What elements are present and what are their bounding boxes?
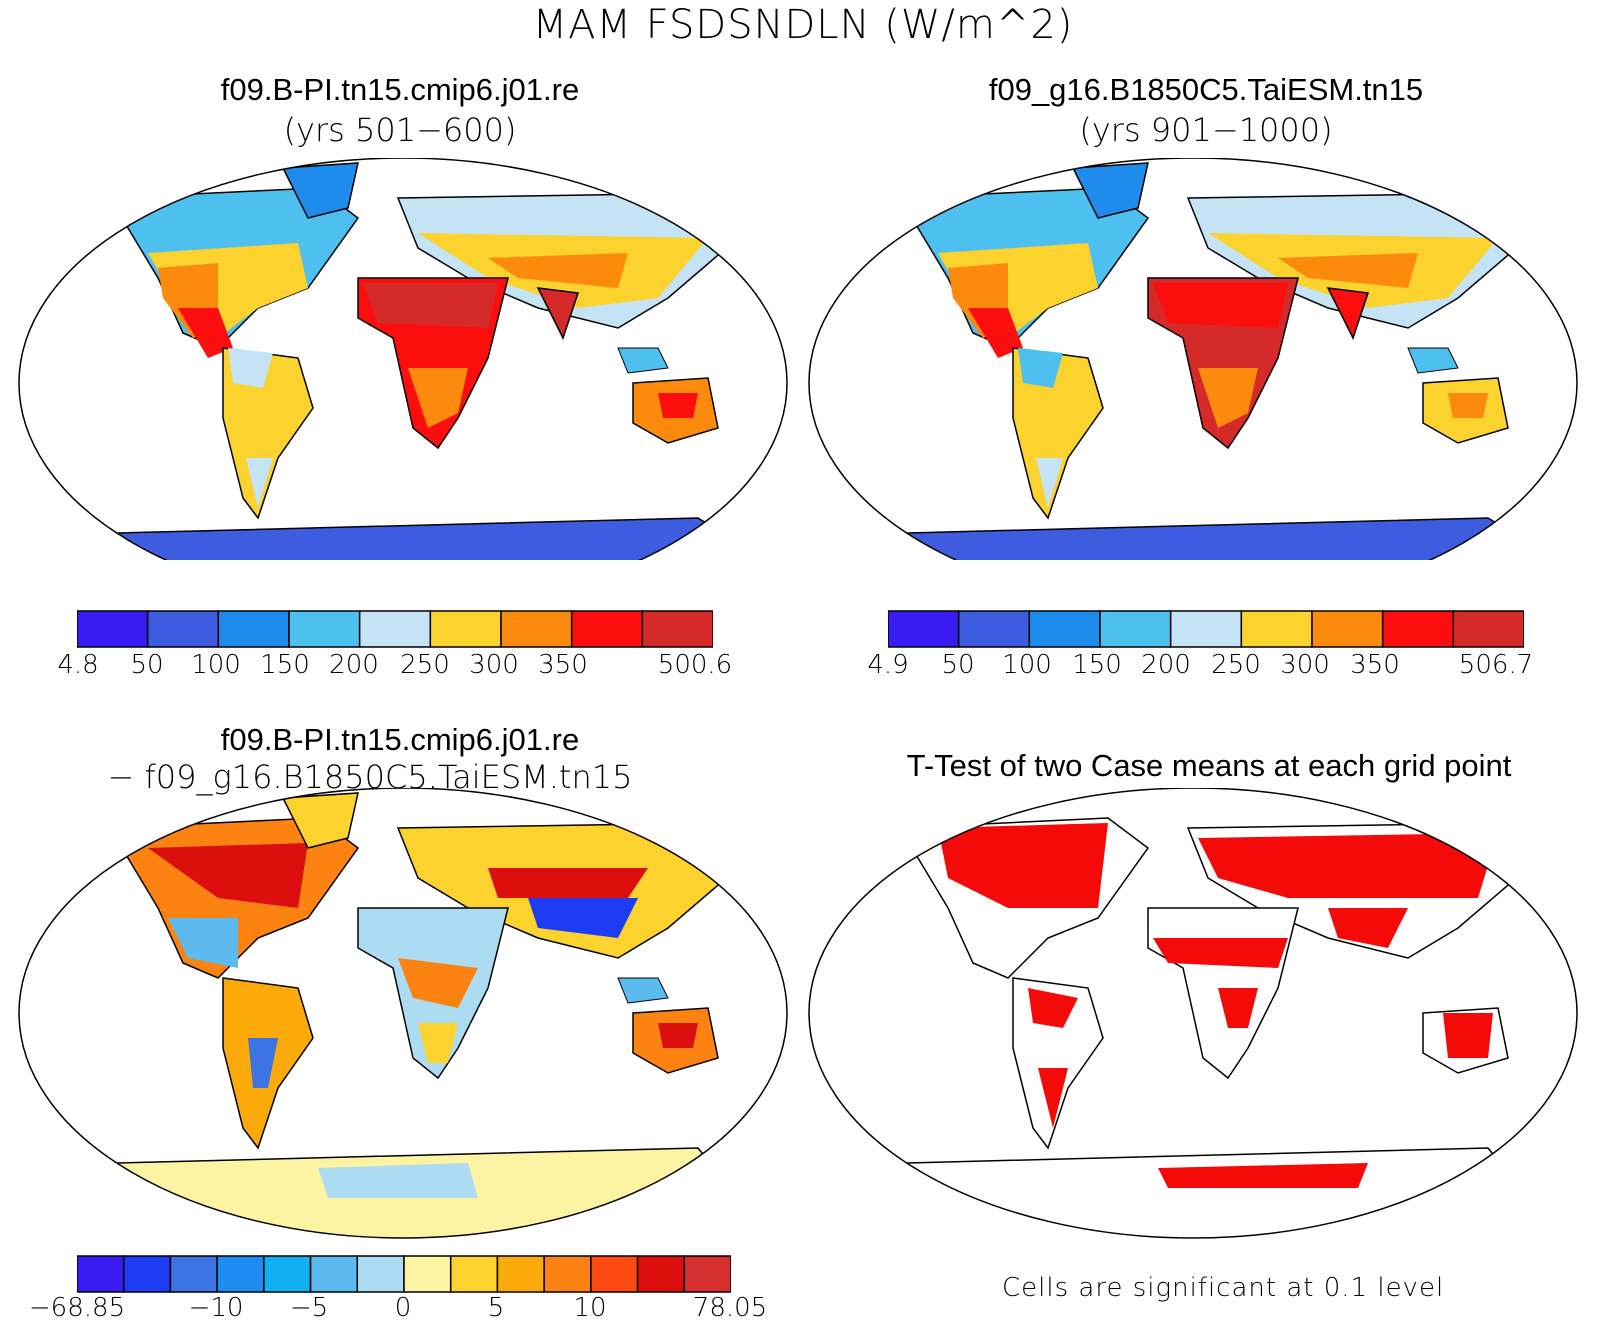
map-bottom-right	[808, 788, 1578, 1239]
colorbar-tick-label: 350	[538, 650, 588, 680]
map-top-left	[18, 158, 788, 560]
colorbar-bottom-left	[76, 1255, 732, 1293]
colorbar-cell	[1381, 610, 1455, 648]
colorbar-tick-label: 4.9	[867, 650, 909, 680]
colorbar-tr-svg	[887, 610, 1525, 648]
colorbar-tick-label: −68.85	[28, 1293, 126, 1323]
colorbar-cell	[1028, 610, 1101, 648]
colorbar-cell	[146, 610, 220, 648]
colorbar-cell	[641, 610, 714, 648]
colorbar-tick-label: 250	[1211, 650, 1261, 680]
colorbar-tick-label: 5	[487, 1293, 505, 1323]
colorbar-tick-label: 500.6	[657, 650, 733, 680]
colorbar-tl-labels: 4.8 50 100 150 200 250 300 350 500.6	[0, 650, 800, 684]
panel-tr-subtitle: (yrs 901−1000)	[1079, 111, 1333, 149]
colorbar-cell	[496, 1255, 545, 1293]
colorbar-cell	[1311, 610, 1384, 648]
colorbar-cell	[358, 610, 432, 648]
colorbar-tick-label: 100	[1002, 650, 1052, 680]
colorbar-cell	[122, 1255, 172, 1293]
colorbar-tick-label: 100	[191, 650, 241, 680]
colorbar-cell	[403, 1255, 452, 1293]
map-bottom-left	[18, 788, 788, 1239]
colorbar-tick-label: 350	[1350, 650, 1400, 680]
panel-tr-title: f09_g16.B1850C5.TaiESM.tn15	[988, 72, 1424, 107]
colorbar-tick-label: 150	[260, 650, 310, 680]
colorbar-cell	[887, 610, 960, 648]
colorbar-cell	[500, 610, 573, 648]
colorbar-tick-label: 200	[1141, 650, 1191, 680]
colorbar-cell	[1099, 610, 1172, 648]
colorbar-tick-label: 0	[394, 1293, 412, 1323]
colorbar-cell	[590, 1255, 639, 1293]
colorbar-cell	[309, 1255, 359, 1293]
colorbar-cell	[217, 610, 290, 648]
significance-note: Cells are significant at 0.1 level	[1002, 1273, 1445, 1303]
colorbar-tick-label: 10	[573, 1293, 607, 1323]
colorbar-tick-label: 506.7	[1458, 650, 1534, 680]
colorbar-tick-label: 250	[400, 650, 450, 680]
colorbar-cell	[216, 1255, 265, 1293]
colorbar-cell	[76, 1255, 125, 1293]
colorbar-tick-label: −10	[188, 1293, 244, 1323]
colorbar-cell	[1452, 610, 1525, 648]
colorbar-tick-label: 50	[130, 650, 164, 680]
colorbar-top-right	[887, 610, 1525, 648]
colorbar-tick-label: 4.8	[57, 650, 99, 680]
colorbar-top-left	[76, 610, 714, 648]
colorbar-cell	[356, 1255, 405, 1293]
colorbar-tick-label: −5	[289, 1293, 329, 1323]
colorbar-cell	[570, 610, 644, 648]
colorbar-cell	[449, 1255, 499, 1293]
colorbar-cell	[543, 1255, 592, 1293]
colorbar-cell	[636, 1255, 686, 1293]
colorbar-tick-label: 50	[941, 650, 975, 680]
colorbar-bl-labels: −68.85 −10 −5 0 5 10 78.05	[0, 1293, 800, 1327]
panel-tl-subtitle: (yrs 501−600)	[283, 111, 517, 149]
colorbar-tick-label: 150	[1072, 650, 1122, 680]
colorbar-tick-label: 300	[1280, 650, 1330, 680]
colorbar-tl-svg	[76, 610, 714, 648]
colorbar-cell	[683, 1255, 732, 1293]
panel-tl-title: f09.B-PI.tn15.cmip6.j01.re	[220, 72, 580, 107]
colorbar-cell	[76, 610, 149, 648]
colorbar-tick-label: 200	[329, 650, 379, 680]
panel-bl-subtitle: − f09_g16.B1850C5.TaiESM.tn15	[107, 758, 633, 796]
figure-title: MAM FSDSNDLN (W/m^2)	[532, 2, 1074, 48]
panel-bl-title: f09.B-PI.tn15.cmip6.j01.re	[220, 722, 580, 757]
colorbar-cell	[957, 610, 1031, 648]
colorbar-cell	[1169, 610, 1243, 648]
colorbar-cell	[429, 610, 502, 648]
colorbar-cell	[288, 610, 361, 648]
colorbar-tr-labels: 4.9 50 100 150 200 250 300 350 506.7	[806, 650, 1606, 684]
colorbar-cell	[263, 1255, 312, 1293]
colorbar-bl-svg	[76, 1255, 732, 1293]
panel-br-title: T-Test of two Case means at each grid po…	[906, 748, 1512, 783]
colorbar-cell	[169, 1255, 218, 1293]
map-top-right	[808, 158, 1578, 560]
colorbar-cell	[1240, 610, 1313, 648]
colorbar-tick-label: 78.05	[692, 1293, 768, 1323]
colorbar-tick-label: 300	[469, 650, 519, 680]
